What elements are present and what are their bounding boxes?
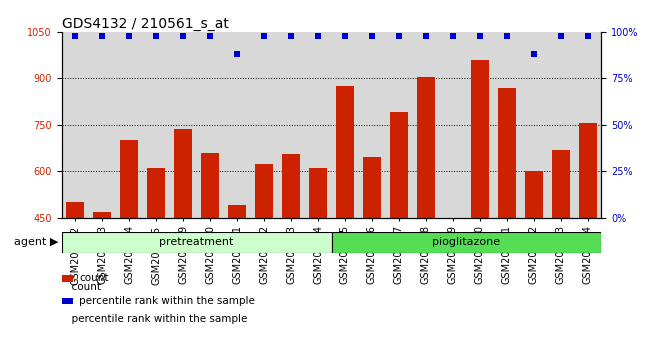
Point — [232, 51, 242, 57]
Point — [205, 33, 215, 39]
Point — [502, 33, 512, 39]
Point — [367, 33, 377, 39]
Bar — [363, 157, 381, 218]
Bar — [66, 202, 84, 218]
Text: pretreatment: pretreatment — [159, 238, 234, 247]
Point — [528, 51, 539, 57]
Bar — [579, 123, 597, 218]
Text: count: count — [79, 273, 109, 284]
Bar — [332, 232, 601, 253]
Point — [178, 33, 188, 39]
Point — [556, 33, 566, 39]
Bar — [390, 113, 408, 218]
Text: GDS4132 / 210561_s_at: GDS4132 / 210561_s_at — [62, 17, 229, 31]
Text: pioglitazone: pioglitazone — [432, 238, 500, 247]
Text: percentile rank within the sample: percentile rank within the sample — [79, 296, 255, 306]
Bar — [498, 88, 515, 218]
Bar — [174, 130, 192, 218]
Bar — [62, 275, 73, 282]
Bar — [336, 86, 354, 218]
Bar — [120, 140, 138, 218]
Bar — [202, 153, 219, 218]
Bar — [417, 77, 435, 218]
Point — [394, 33, 404, 39]
Bar — [552, 149, 569, 218]
Bar — [148, 167, 165, 218]
Point — [448, 33, 458, 39]
Bar — [471, 60, 489, 218]
Bar — [228, 205, 246, 218]
Bar — [62, 298, 73, 304]
Point — [313, 33, 323, 39]
Point — [151, 33, 161, 39]
Point — [421, 33, 431, 39]
Bar — [525, 171, 543, 218]
Bar — [282, 154, 300, 218]
Point — [124, 33, 135, 39]
Point — [97, 33, 107, 39]
Bar — [309, 168, 327, 218]
Point — [582, 33, 593, 39]
Point — [340, 33, 350, 39]
Bar — [255, 164, 273, 218]
Bar — [94, 212, 111, 218]
Point — [474, 33, 485, 39]
Text: percentile rank within the sample: percentile rank within the sample — [65, 314, 248, 324]
Point — [286, 33, 296, 39]
Point — [70, 33, 81, 39]
Text: agent ▶: agent ▶ — [14, 238, 58, 247]
Text: count: count — [65, 282, 101, 292]
Bar — [62, 232, 332, 253]
Point — [259, 33, 269, 39]
